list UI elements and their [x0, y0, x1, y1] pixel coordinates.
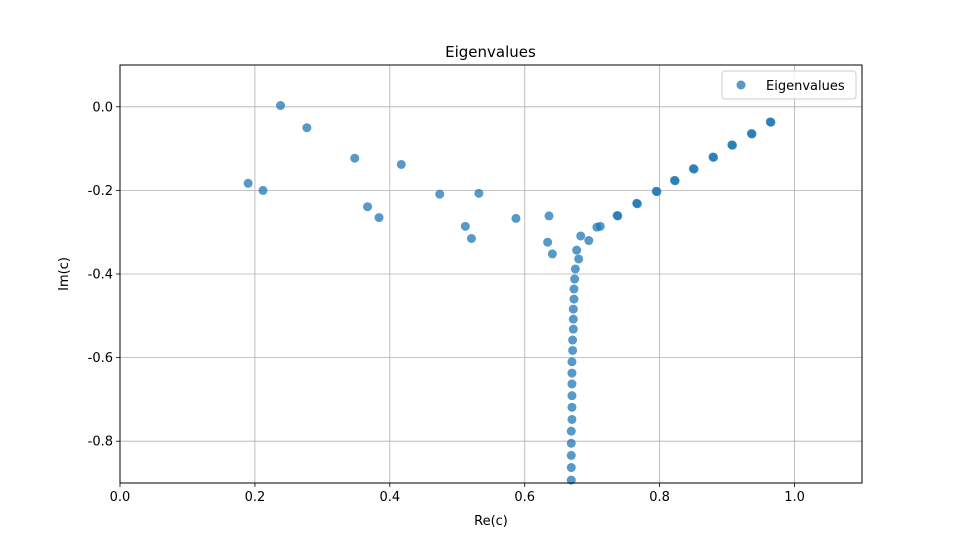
data-point	[569, 294, 579, 304]
y-tick-label: -0.2	[88, 184, 113, 199]
data-point	[466, 233, 476, 243]
data-point	[570, 264, 580, 274]
data-point	[595, 221, 605, 231]
data-point	[396, 159, 406, 169]
chart-title: Eigenvalues	[445, 43, 536, 61]
data-point	[567, 402, 577, 412]
data-point	[566, 450, 576, 460]
data-point	[709, 152, 719, 162]
y-tick-label: -0.4	[88, 268, 113, 283]
data-point	[567, 391, 577, 401]
x-tick-label: 0.8	[649, 490, 670, 505]
x-axis-label: Re(c)	[474, 514, 508, 529]
data-point	[363, 202, 373, 212]
y-axis-label: Im(c)	[57, 257, 72, 291]
data-point	[567, 368, 577, 378]
x-tick-label: 0.4	[379, 490, 400, 505]
data-point	[670, 176, 680, 186]
data-point	[474, 188, 484, 198]
data-point	[568, 345, 578, 355]
data-point	[574, 254, 584, 264]
data-point	[568, 304, 578, 314]
data-point	[276, 101, 286, 111]
data-point	[568, 324, 578, 334]
y-tick-label: -0.6	[88, 351, 113, 366]
data-point	[572, 245, 582, 255]
data-point	[567, 414, 577, 424]
y-axis-ticks: 0.0 -0.2 -0.4 -0.6 -0.8	[88, 100, 120, 450]
data-point	[568, 314, 578, 324]
data-point	[566, 475, 576, 485]
data-point	[566, 463, 576, 473]
legend-marker	[736, 80, 746, 90]
data-point	[350, 153, 360, 163]
x-tick-label: 0.2	[245, 490, 266, 505]
data-point	[258, 185, 268, 195]
data-point	[544, 211, 554, 221]
grid-lines	[119, 65, 862, 483]
data-point	[567, 379, 577, 389]
data-point	[576, 231, 586, 241]
data-point	[374, 213, 384, 223]
legend: Eigenvalues	[721, 70, 857, 100]
data-point	[435, 189, 445, 199]
data-point	[302, 123, 312, 133]
legend-label: Eigenvalues	[766, 79, 845, 94]
data-point	[547, 249, 557, 259]
data-point	[569, 284, 579, 294]
x-axis-ticks: 0.0 0.2 0.4 0.6 0.8 1.0	[110, 483, 805, 505]
data-point	[747, 129, 757, 139]
data-points	[243, 101, 776, 485]
data-point	[566, 438, 576, 448]
data-point	[613, 211, 623, 221]
data-point	[570, 274, 580, 284]
data-point	[460, 221, 470, 231]
data-point	[567, 357, 577, 367]
data-point	[566, 426, 576, 436]
data-point	[632, 199, 642, 209]
data-point	[766, 117, 776, 127]
data-point	[584, 236, 594, 246]
x-tick-label: 1.0	[784, 490, 805, 505]
data-point	[511, 213, 521, 223]
data-point	[243, 178, 253, 188]
data-point	[568, 335, 578, 345]
y-tick-label: 0.0	[92, 100, 113, 115]
y-tick-label: -0.8	[88, 435, 113, 450]
data-point	[543, 237, 553, 247]
data-point	[689, 164, 699, 174]
x-tick-label: 0.0	[110, 490, 131, 505]
data-point	[727, 140, 737, 150]
x-tick-label: 0.6	[514, 490, 535, 505]
legend-box	[721, 70, 857, 100]
data-point	[652, 187, 662, 197]
